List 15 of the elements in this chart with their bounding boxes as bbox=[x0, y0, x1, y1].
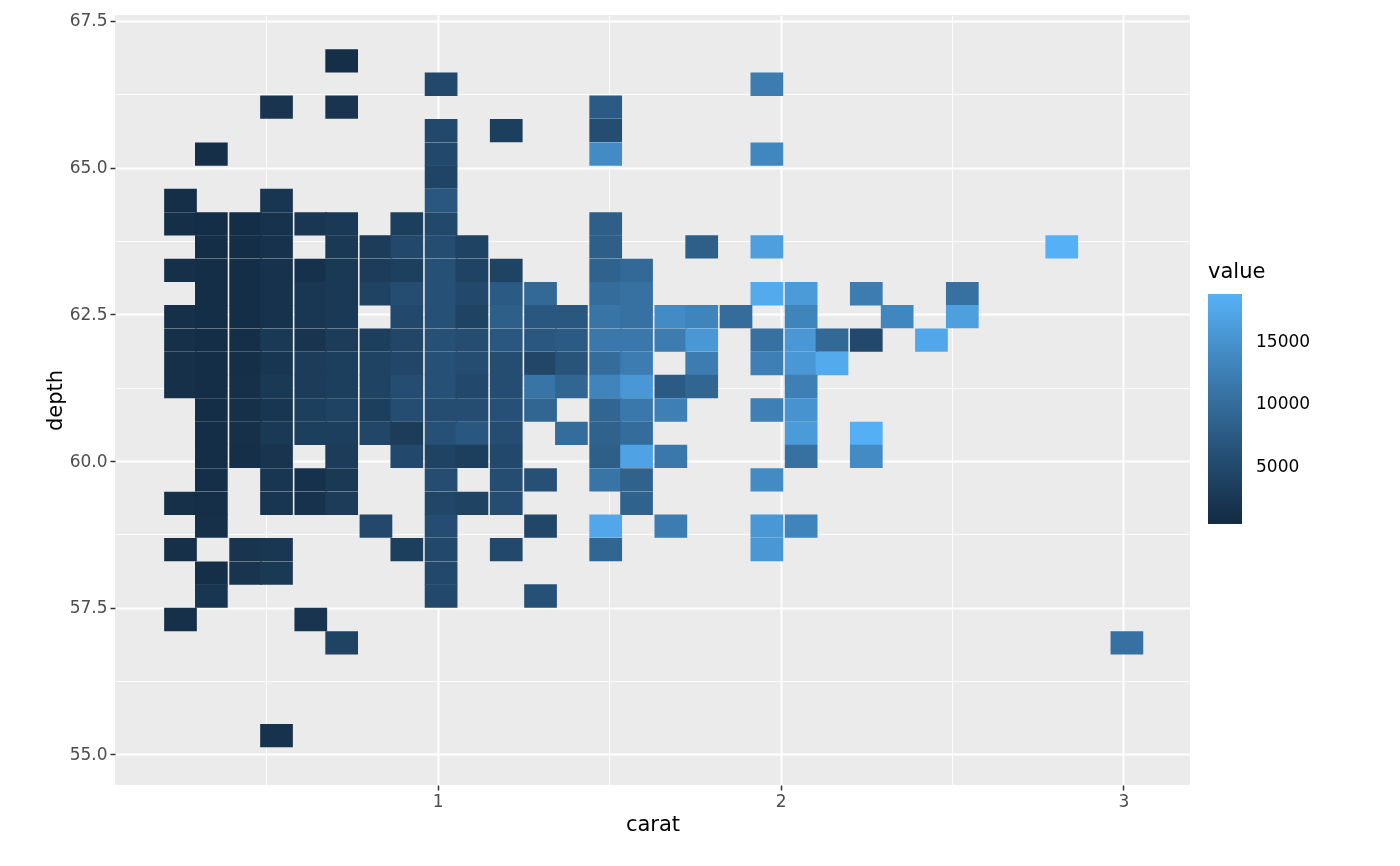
x-axis-title: carat bbox=[625, 811, 681, 836]
x-tick-label: 2 bbox=[775, 790, 787, 811]
x-tick-label: 1 bbox=[432, 790, 444, 811]
y-tick-label: 55.0 bbox=[69, 743, 108, 764]
y-tick-label: 62.5 bbox=[69, 303, 108, 324]
color-bar-title: value bbox=[1208, 259, 1266, 283]
y-tick-label: 60.0 bbox=[69, 450, 108, 471]
y-tick-label: 67.5 bbox=[69, 10, 108, 31]
y-axis-title: depth bbox=[42, 369, 67, 432]
color-bar-label: 15000 bbox=[1256, 330, 1311, 351]
y-tick-label: 57.5 bbox=[69, 597, 108, 618]
color-bar-label: 5000 bbox=[1256, 455, 1300, 476]
color-bar-label: 10000 bbox=[1256, 393, 1311, 413]
y-tick-label: 65.0 bbox=[69, 157, 108, 178]
x-tick-label: 3 bbox=[1118, 790, 1130, 811]
